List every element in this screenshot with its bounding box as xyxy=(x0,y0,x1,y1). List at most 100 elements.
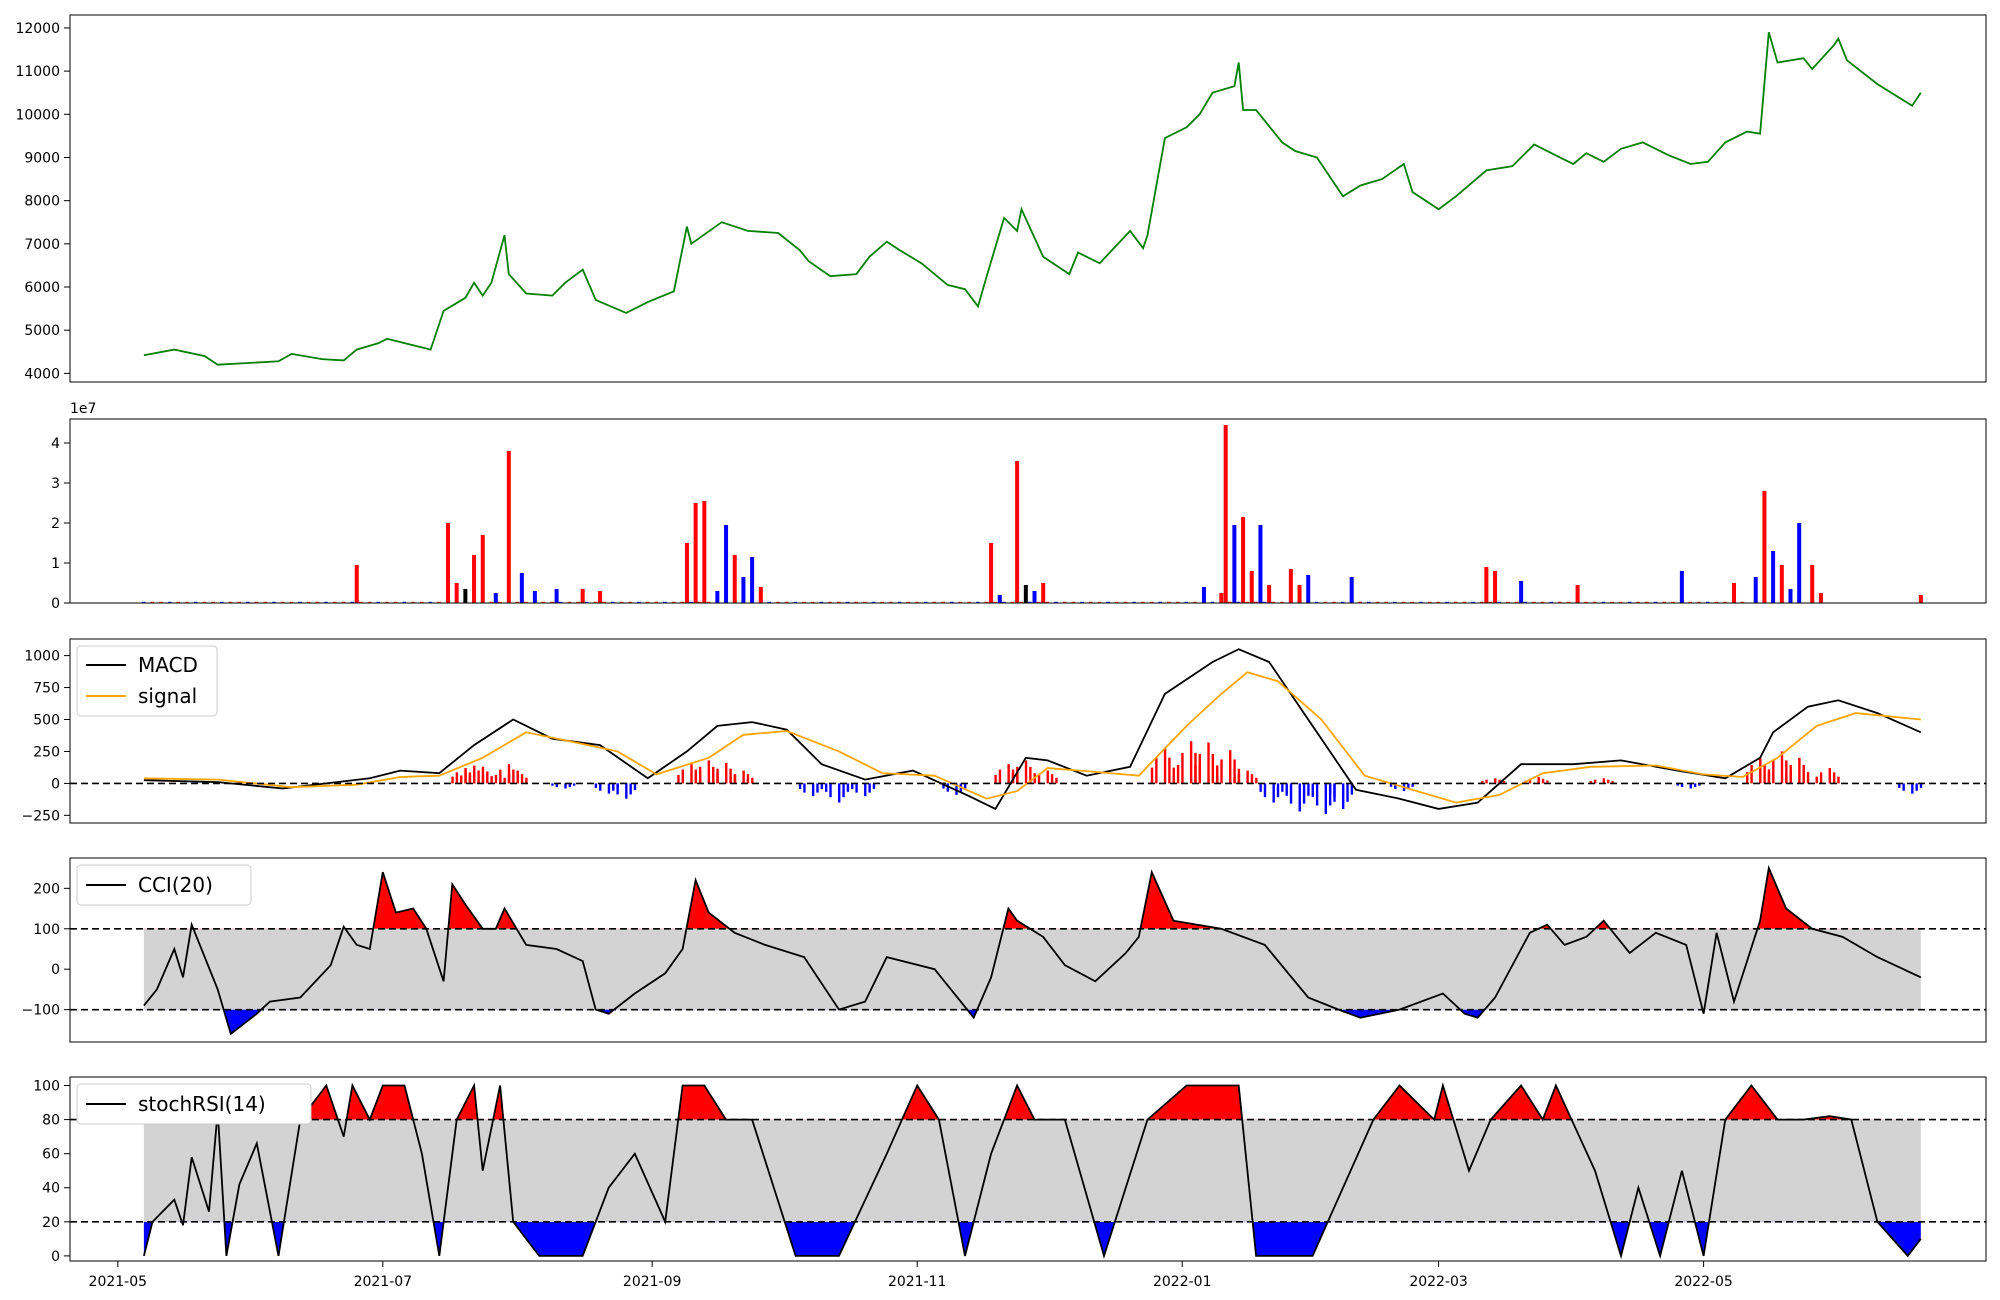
macd-histogram-bar xyxy=(486,771,489,784)
volume-bar xyxy=(493,593,498,603)
macd-histogram-bar xyxy=(1211,753,1215,784)
volume-bar xyxy=(949,601,954,603)
macd-histogram-bar xyxy=(1815,776,1818,784)
volume-bar xyxy=(376,601,380,603)
volume-bar xyxy=(1445,601,1449,603)
volume-bar xyxy=(445,523,450,603)
macd-histogram-bar xyxy=(1285,783,1288,796)
volume-bar xyxy=(997,595,1002,603)
macd-histogram-bar xyxy=(955,783,958,795)
y-tick-label: 1000 xyxy=(24,649,60,665)
volume-bar xyxy=(280,601,285,603)
macd-histogram-bar xyxy=(1220,759,1223,784)
volume-bar xyxy=(1401,601,1406,603)
volume-bar xyxy=(567,601,572,603)
macd-histogram-bar xyxy=(507,764,511,784)
macd-histogram-bar xyxy=(1389,783,1393,787)
volume-bar xyxy=(1241,517,1246,603)
volume-bar xyxy=(1015,461,1020,603)
macd-histogram-bar xyxy=(520,774,524,784)
volume-bar xyxy=(1488,601,1493,603)
macd-histogram-bar xyxy=(1394,783,1397,789)
volume-bar xyxy=(784,601,789,603)
macd-histogram-bar xyxy=(1333,783,1336,802)
macd-histogram-bar xyxy=(1324,783,1328,815)
volume-bar xyxy=(1627,601,1632,603)
volume-bar xyxy=(880,601,884,603)
macd-histogram-bar xyxy=(1163,747,1167,784)
macd-histogram-bar xyxy=(1915,783,1918,791)
macd-histogram-bar xyxy=(798,783,802,790)
volume-bar xyxy=(580,589,585,603)
macd-histogram-bar xyxy=(751,777,754,784)
volume-bar xyxy=(1610,601,1614,603)
y-tick-label: 5000 xyxy=(24,323,60,339)
legend-box xyxy=(76,645,218,717)
y-tick-label: 2 xyxy=(51,516,60,532)
macd-histogram-bar xyxy=(820,783,824,790)
y-tick-label: 0 xyxy=(51,962,60,978)
volume-bar xyxy=(1258,525,1263,603)
volume-bar xyxy=(254,601,259,603)
macd-histogram-bar xyxy=(838,783,841,803)
macd-histogram-bar xyxy=(525,777,528,784)
volume-bar xyxy=(167,601,172,603)
volume-bar xyxy=(1506,601,1510,603)
volume-bar xyxy=(1471,601,1475,603)
macd-histogram-bar xyxy=(473,771,476,784)
volume-bar xyxy=(1288,569,1293,603)
volume-bar xyxy=(1002,601,1006,603)
volume-bar xyxy=(359,601,363,603)
macd-histogram-bar xyxy=(1302,783,1306,804)
volume-bar xyxy=(532,591,537,603)
signal-line xyxy=(143,671,1921,804)
cci-band xyxy=(143,928,1921,1010)
volume-bar xyxy=(767,601,771,603)
volume-bar xyxy=(306,601,311,603)
volume-bar xyxy=(732,555,737,603)
volume-bar xyxy=(706,601,711,603)
macd-histogram-bar xyxy=(1746,772,1749,784)
volume-bar xyxy=(828,601,832,603)
macd-histogram-bar xyxy=(612,783,615,791)
volume-bar xyxy=(906,601,911,603)
volume-bar xyxy=(1714,601,1719,603)
x-tick-label: 2022-03 xyxy=(1409,1274,1468,1290)
volume-bar xyxy=(702,501,707,603)
macd-histogram-bar xyxy=(1502,781,1506,784)
volume-bar xyxy=(724,525,729,603)
volume-bar xyxy=(1723,601,1727,603)
volume-bar xyxy=(1636,601,1640,603)
volume-bar xyxy=(159,601,163,603)
volume-bar xyxy=(1540,601,1545,603)
volume-bar xyxy=(1010,601,1015,603)
macd-histogram-bar xyxy=(494,774,498,784)
volume-bar xyxy=(263,601,268,603)
macd-histogram-bar xyxy=(572,783,576,786)
volume-bar xyxy=(211,601,215,603)
macd-histogram-bar xyxy=(1611,781,1614,784)
macd-histogram-bar xyxy=(1189,741,1193,784)
volume-bar xyxy=(1262,601,1267,603)
cci-oversold-fill xyxy=(143,1009,1921,1034)
macd-histogram-bar xyxy=(942,783,945,789)
legend-label: signal xyxy=(138,684,197,708)
stochrsi-overbought-fill xyxy=(143,1085,1921,1120)
y-tick-label: 1 xyxy=(51,556,60,572)
volume-bar xyxy=(1788,589,1793,603)
macd-histogram-bar xyxy=(1919,783,1923,788)
volume-bar xyxy=(915,601,919,603)
volume-bar xyxy=(324,601,328,603)
volume-bar xyxy=(1019,601,1023,603)
volume-bar xyxy=(1036,601,1041,603)
macd-histogram-bar xyxy=(616,783,619,795)
volume-bar xyxy=(1514,601,1519,603)
volume-bar xyxy=(697,601,702,603)
macd-histogram-bar xyxy=(1346,783,1349,802)
macd-histogram-bar xyxy=(707,760,711,784)
y-tick-label: 500 xyxy=(33,713,60,729)
volume-bar xyxy=(802,601,806,603)
volume-bar xyxy=(1249,571,1254,603)
volume-bar xyxy=(1041,583,1046,603)
y-tick-label: 100 xyxy=(33,1079,60,1095)
